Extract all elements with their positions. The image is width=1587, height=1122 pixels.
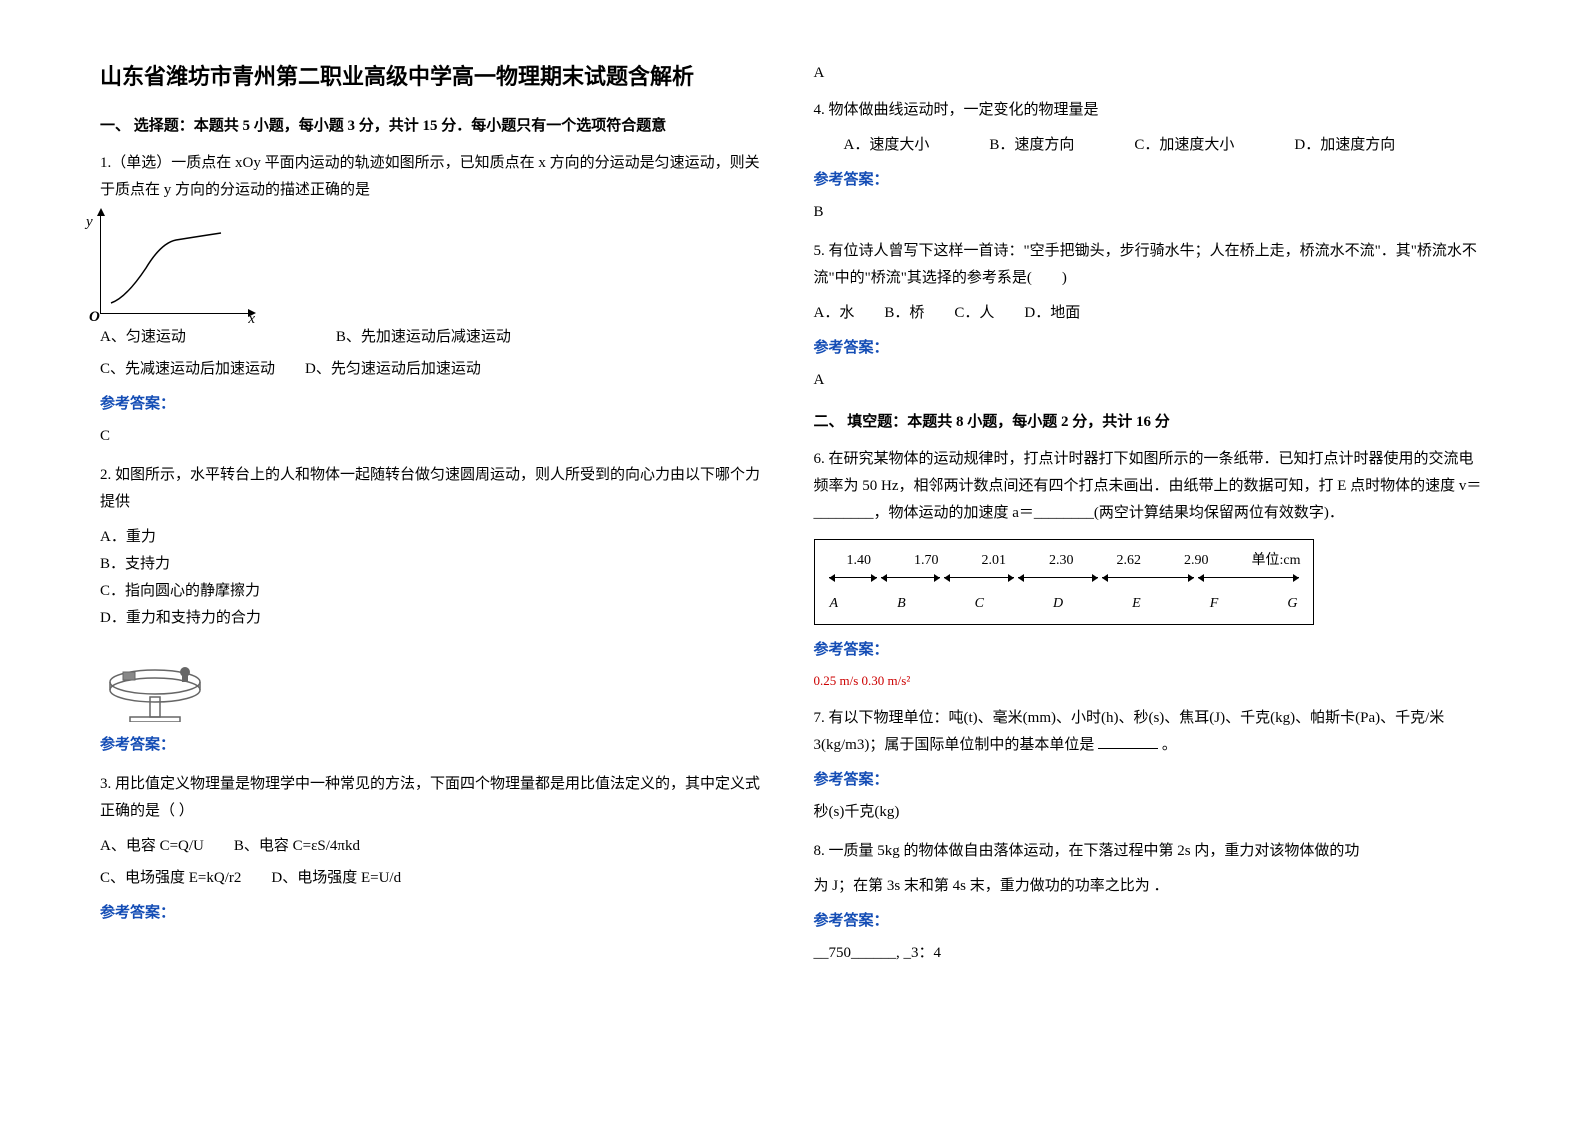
q3-answer-label: 参考答案： (100, 900, 774, 927)
q2-opt-b: B．支持力 (100, 551, 774, 578)
right-column: A 4. 物体做曲线运动时，一定变化的物理量是 A．速度大小 B．速度方向 C．… (794, 60, 1508, 1062)
q5-opt-a: A．水 (814, 300, 855, 327)
q4-options: A．速度大小 B．速度方向 C．加速度大小 D．加速度方向 (814, 132, 1488, 159)
turntable-icon (100, 642, 220, 722)
q1-opt-b: B、先加速运动后减速运动 (336, 324, 511, 351)
q1-answer-label: 参考答案： (100, 391, 774, 418)
ruler-arrow (1102, 577, 1193, 589)
q1-opt-c: C、先减速运动后加速运动 (100, 356, 275, 383)
q3-answer: A (814, 60, 1488, 87)
q8-answer: __750______, _3：4 (814, 940, 1488, 967)
q5-answer-label: 参考答案： (814, 335, 1488, 362)
question-6: 6. 在研究某物体的运动规律时，打点计时器打下如图所示的一条纸带．已知打点计时器… (814, 446, 1488, 693)
q3-opt-a: A、电容 C=Q/U (100, 833, 204, 860)
q4-opt-a: A．速度大小 (814, 132, 930, 159)
ruler-label-b: B (897, 591, 906, 616)
q5-options: A．水 B．桥 C．人 D．地面 (814, 300, 1488, 327)
q2-opt-d: D．重力和支持力的合力 (100, 605, 774, 632)
q8-text2: 为 J；在第 3s 末和第 4s 末，重力做功的功率之比为 ． (814, 873, 1488, 900)
question-8: 8. 一质量 5kg 的物体做自由落体运动，在下落过程中第 2s 内，重力对该物… (814, 838, 1488, 967)
q4-opt-d: D．加速度方向 (1264, 132, 1395, 159)
ruler-label-c: C (975, 591, 984, 616)
q3-opt-b: B、电容 C=εS/4πkd (234, 833, 360, 860)
q5-opt-b: B．桥 (884, 300, 924, 327)
q3-opt-d: D、电场强度 E=U/d (271, 865, 401, 892)
x-axis-label: x (248, 306, 255, 333)
question-7: 7. 有以下物理单位：吨(t)、毫米(mm)、小时(h)、秒(s)、焦耳(J)、… (814, 705, 1488, 826)
q1-opt-d: D、先匀速运动后加速运动 (305, 356, 481, 383)
ruler-arrow (944, 577, 1014, 589)
ruler-unit: 单位:cm (1252, 548, 1301, 573)
q7-text: 7. 有以下物理单位：吨(t)、毫米(mm)、小时(h)、秒(s)、焦耳(J)、… (814, 705, 1488, 759)
q4-opt-b: B．速度方向 (959, 132, 1074, 159)
q3-opt-c: C、电场强度 E=kQ/r2 (100, 865, 241, 892)
origin-label: O (89, 304, 100, 331)
ruler-diagram: 1.40 1.70 2.01 2.30 2.62 2.90 单位:cm A B … (814, 539, 1314, 625)
q2-answer-label: 参考答案： (100, 732, 774, 759)
q2-opt-a: A．重力 (100, 524, 774, 551)
q5-answer: A (814, 367, 1488, 394)
q4-answer: B (814, 199, 1488, 226)
ruler-arrow (1018, 577, 1098, 589)
question-2: 2. 如图所示，水平转台上的人和物体一起随转台做匀速圆周运动，则人所受到的向心力… (100, 462, 774, 759)
q2-opt-c: C．指向圆心的静摩擦力 (100, 578, 774, 605)
q2-diagram (100, 642, 220, 722)
ruler-arrow (881, 577, 940, 589)
section1-header: 一、 选择题：本题共 5 小题，每小题 3 分，共计 15 分．每小题只有一个选… (100, 113, 774, 140)
ruler-val-4: 2.62 (1117, 548, 1142, 573)
q5-text: 5. 有位诗人曾写下这样一首诗："空手把锄头，步行骑水牛；人在桥上走，桥流水不流… (814, 238, 1488, 292)
q4-opt-c: C．加速度大小 (1104, 132, 1234, 159)
exam-title: 山东省潍坊市青州第二职业高级中学高一物理期末试题含解析 (100, 60, 774, 93)
question-1: 1.（单选）一质点在 xOy 平面内运动的轨迹如图所示，已知质点在 x 方向的分… (100, 150, 774, 450)
q5-opt-c: C．人 (954, 300, 994, 327)
q7-answer: 秒(s)千克(kg) (814, 799, 1488, 826)
ruler-values-row: 1.40 1.70 2.01 2.30 2.62 2.90 单位:cm (827, 548, 1301, 573)
ruler-arrow (829, 577, 878, 589)
ruler-arrows-row (827, 577, 1301, 589)
q1-options-row1: A、匀速运动 B、先加速运动后减速运动 (100, 324, 774, 351)
ruler-label-f: F (1210, 591, 1219, 616)
q8-answer-label: 参考答案： (814, 908, 1488, 935)
q8-text1: 8. 一质量 5kg 的物体做自由落体运动，在下落过程中第 2s 内，重力对该物… (814, 838, 1488, 865)
q7-blank (1098, 734, 1158, 749)
question-3: 3. 用比值定义物理量是物理学中一种常见的方法，下面四个物理量都是用比值法定义的… (100, 771, 774, 927)
q6-answer-label: 参考答案： (814, 637, 1488, 664)
ruler-labels-row: A B C D E F G (827, 591, 1301, 616)
ruler-label-g: G (1287, 591, 1297, 616)
section2-header: 二、 填空题：本题共 8 小题，每小题 2 分，共计 16 分 (814, 409, 1488, 436)
question-5: 5. 有位诗人曾写下这样一首诗："空手把锄头，步行骑水牛；人在桥上走，桥流水不流… (814, 238, 1488, 394)
q1-graph: y O x (100, 214, 250, 314)
q7-answer-label: 参考答案： (814, 767, 1488, 794)
y-axis-label: y (86, 209, 93, 236)
left-column: 山东省潍坊市青州第二职业高级中学高一物理期末试题含解析 一、 选择题：本题共 5… (80, 60, 794, 1062)
q1-text: 1.（单选）一质点在 xOy 平面内运动的轨迹如图所示，已知质点在 x 方向的分… (100, 150, 774, 204)
question-4: 4. 物体做曲线运动时，一定变化的物理量是 A．速度大小 B．速度方向 C．加速… (814, 97, 1488, 226)
q5-opt-d: D．地面 (1024, 300, 1080, 327)
q4-answer-label: 参考答案： (814, 167, 1488, 194)
ruler-label-e: E (1132, 591, 1141, 616)
q3-options-row1: A、电容 C=Q/U B、电容 C=εS/4πkd (100, 833, 774, 860)
q1-options-row2: C、先减速运动后加速运动 D、先匀速运动后加速运动 (100, 356, 774, 383)
ruler-val-1: 1.70 (914, 548, 939, 573)
ruler-arrow (1198, 577, 1299, 589)
ruler-val-0: 1.40 (847, 548, 872, 573)
ruler-label-d: D (1053, 591, 1063, 616)
q1-answer: C (100, 423, 774, 450)
ruler-val-3: 2.30 (1049, 548, 1074, 573)
q7-suffix: 。 (1162, 737, 1177, 753)
q6-text: 6. 在研究某物体的运动规律时，打点计时器打下如图所示的一条纸带．已知打点计时器… (814, 446, 1488, 527)
q4-text: 4. 物体做曲线运动时，一定变化的物理量是 (814, 97, 1488, 124)
curve-icon (106, 228, 226, 308)
ruler-val-5: 2.90 (1184, 548, 1209, 573)
q2-text: 2. 如图所示，水平转台上的人和物体一起随转台做匀速圆周运动，则人所受到的向心力… (100, 462, 774, 516)
q6-answer: 0.25 m/s 0.30 m/s² (814, 669, 1488, 692)
ruler-label-a: A (830, 591, 839, 616)
q1-opt-a: A、匀速运动 (100, 324, 186, 351)
ruler-val-2: 2.01 (982, 548, 1007, 573)
q3-options-row2: C、电场强度 E=kQ/r2 D、电场强度 E=U/d (100, 865, 774, 892)
q3-text: 3. 用比值定义物理量是物理学中一种常见的方法，下面四个物理量都是用比值法定义的… (100, 771, 774, 825)
